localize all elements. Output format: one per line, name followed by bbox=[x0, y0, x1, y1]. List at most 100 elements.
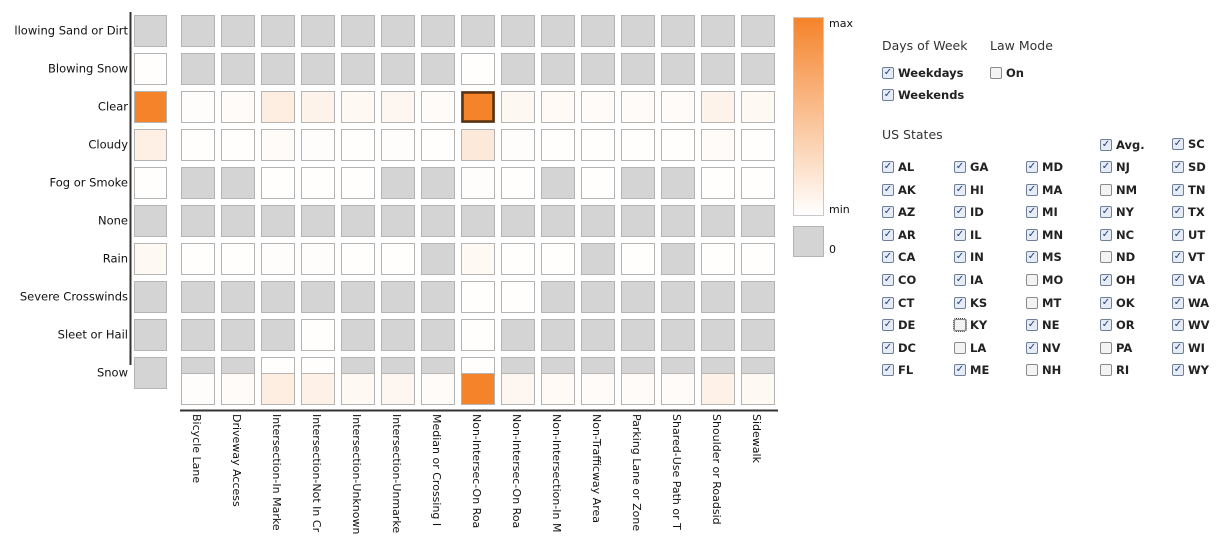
checkbox-state-ky[interactable]: KY bbox=[953, 316, 987, 334]
checkbox-box[interactable] bbox=[954, 206, 966, 219]
checkbox-box[interactable] bbox=[1100, 183, 1112, 196]
checkbox-state-md[interactable]: MD bbox=[1026, 158, 1063, 176]
checkbox-state-de[interactable]: DE bbox=[882, 316, 915, 334]
checkbox-box[interactable] bbox=[953, 318, 967, 333]
checkbox-box[interactable] bbox=[954, 161, 966, 173]
checkbox-box[interactable] bbox=[1172, 161, 1184, 173]
checkbox-box[interactable] bbox=[882, 251, 894, 264]
checkbox-box[interactable] bbox=[1172, 274, 1184, 286]
checkbox-state-sc[interactable]: SC bbox=[1172, 135, 1205, 153]
checkbox-box[interactable] bbox=[882, 364, 894, 377]
checkbox-state-tn[interactable]: TN bbox=[1172, 181, 1205, 199]
checkbox-state-wv[interactable]: WV bbox=[1172, 316, 1210, 334]
checkbox-box[interactable] bbox=[882, 341, 894, 354]
checkbox-box[interactable] bbox=[1100, 274, 1112, 286]
checkbox-state-va[interactable]: VA bbox=[1172, 271, 1205, 289]
checkbox-state-la[interactable]: LA bbox=[954, 339, 986, 357]
checkbox-state-ne[interactable]: NE bbox=[1026, 316, 1059, 334]
checkbox-state-ok[interactable]: OK bbox=[1100, 294, 1135, 312]
checkbox-state-dc[interactable]: DC bbox=[882, 339, 916, 357]
checkbox-state-ga[interactable]: GA bbox=[954, 158, 988, 176]
checkbox-state-ct[interactable]: CT bbox=[882, 294, 914, 312]
checkbox-state-ms[interactable]: MS bbox=[1026, 248, 1062, 266]
checkbox-state-mi[interactable]: MI bbox=[1026, 203, 1058, 221]
checkbox-box[interactable] bbox=[882, 183, 894, 196]
checkbox-box[interactable] bbox=[1100, 364, 1112, 377]
checkbox-box[interactable] bbox=[882, 161, 894, 173]
checkbox-state-il[interactable]: IL bbox=[954, 226, 982, 244]
checkbox-state-in[interactable]: IN bbox=[954, 248, 984, 266]
checkbox-state-mn[interactable]: MN bbox=[1026, 226, 1063, 244]
checkbox-state-wy[interactable]: WY bbox=[1172, 361, 1209, 379]
checkbox-weekends[interactable]: Weekends bbox=[882, 86, 964, 104]
checkbox-state-nh[interactable]: NH bbox=[1026, 361, 1061, 379]
checkbox-box[interactable] bbox=[1026, 206, 1038, 219]
checkbox-state-or[interactable]: OR bbox=[1100, 316, 1135, 334]
checkbox-box[interactable] bbox=[990, 67, 1002, 79]
checkbox-box[interactable] bbox=[1100, 341, 1112, 354]
checkbox-state-hi[interactable]: HI bbox=[954, 181, 984, 199]
checkbox-box[interactable] bbox=[882, 89, 894, 101]
checkbox-state-me[interactable]: ME bbox=[954, 361, 989, 379]
checkbox-box[interactable] bbox=[1100, 161, 1112, 173]
checkbox-box[interactable] bbox=[1172, 138, 1184, 151]
checkbox-box[interactable] bbox=[1026, 183, 1038, 196]
checkbox-state-az[interactable]: AZ bbox=[882, 203, 915, 221]
checkbox-box[interactable] bbox=[1026, 228, 1038, 241]
checkbox-box[interactable] bbox=[1172, 341, 1184, 354]
checkbox-box[interactable] bbox=[1100, 251, 1112, 264]
checkbox-box[interactable] bbox=[1026, 251, 1038, 264]
checkbox-state-wa[interactable]: WA bbox=[1172, 294, 1209, 312]
checkbox-box[interactable] bbox=[882, 274, 894, 286]
checkbox-box[interactable] bbox=[1100, 139, 1112, 151]
checkbox-state-nj[interactable]: NJ bbox=[1100, 158, 1130, 176]
checkbox-box[interactable] bbox=[1172, 296, 1184, 309]
checkbox-box[interactable] bbox=[954, 228, 966, 241]
checkbox-state-tx[interactable]: TX bbox=[1172, 203, 1205, 221]
checkbox-box[interactable] bbox=[1100, 296, 1112, 309]
checkbox-box[interactable] bbox=[1026, 364, 1038, 377]
checkbox-box[interactable] bbox=[1172, 319, 1184, 332]
checkbox-state-mo[interactable]: MO bbox=[1026, 271, 1063, 289]
checkbox-box[interactable] bbox=[954, 364, 966, 377]
checkbox-state-fl[interactable]: FL bbox=[882, 361, 913, 379]
checkbox-state-ca[interactable]: CA bbox=[882, 248, 915, 266]
checkbox-state-ut[interactable]: UT bbox=[1172, 226, 1205, 244]
checkbox-avg[interactable]: Avg. bbox=[1100, 136, 1145, 154]
checkbox-box[interactable] bbox=[882, 206, 894, 219]
checkbox-box[interactable] bbox=[1172, 364, 1184, 377]
checkbox-state-ar[interactable]: AR bbox=[882, 226, 916, 244]
checkbox-box[interactable] bbox=[882, 228, 894, 241]
checkbox-state-sd[interactable]: SD bbox=[1172, 158, 1206, 176]
checkbox-state-nv[interactable]: NV bbox=[1026, 339, 1061, 357]
checkbox-box[interactable] bbox=[954, 296, 966, 309]
checkbox-state-ny[interactable]: NY bbox=[1100, 203, 1134, 221]
checkbox-box[interactable] bbox=[882, 319, 894, 332]
checkbox-box[interactable] bbox=[1172, 183, 1184, 196]
checkbox-box[interactable] bbox=[1026, 319, 1038, 332]
checkbox-state-al[interactable]: AL bbox=[882, 158, 914, 176]
checkbox-box[interactable] bbox=[1172, 251, 1184, 264]
checkbox-state-ri[interactable]: RI bbox=[1100, 361, 1129, 379]
checkbox-state-ak[interactable]: AK bbox=[882, 181, 916, 199]
checkbox-state-id[interactable]: ID bbox=[954, 203, 984, 221]
checkbox-state-nd[interactable]: ND bbox=[1100, 248, 1135, 266]
checkbox-box[interactable] bbox=[1172, 206, 1184, 219]
checkbox-box[interactable] bbox=[1100, 206, 1112, 219]
checkbox-state-wi[interactable]: WI bbox=[1172, 339, 1205, 357]
checkbox-box[interactable] bbox=[1100, 319, 1112, 332]
checkbox-state-nm[interactable]: NM bbox=[1100, 181, 1137, 199]
checkbox-box[interactable] bbox=[954, 274, 966, 286]
checkbox-box[interactable] bbox=[1172, 228, 1184, 241]
checkbox-box[interactable] bbox=[882, 67, 894, 79]
checkbox-box[interactable] bbox=[882, 296, 894, 309]
checkbox-state-oh[interactable]: OH bbox=[1100, 271, 1135, 289]
checkbox-state-vt[interactable]: VT bbox=[1172, 248, 1205, 266]
checkbox-box[interactable] bbox=[1026, 161, 1038, 173]
checkbox-state-ks[interactable]: KS bbox=[954, 294, 987, 312]
checkbox-state-co[interactable]: CO bbox=[882, 271, 916, 289]
checkbox-box[interactable] bbox=[954, 341, 966, 354]
checkbox-box[interactable] bbox=[1026, 296, 1038, 309]
checkbox-box[interactable] bbox=[1026, 341, 1038, 354]
checkbox-box[interactable] bbox=[954, 183, 966, 196]
